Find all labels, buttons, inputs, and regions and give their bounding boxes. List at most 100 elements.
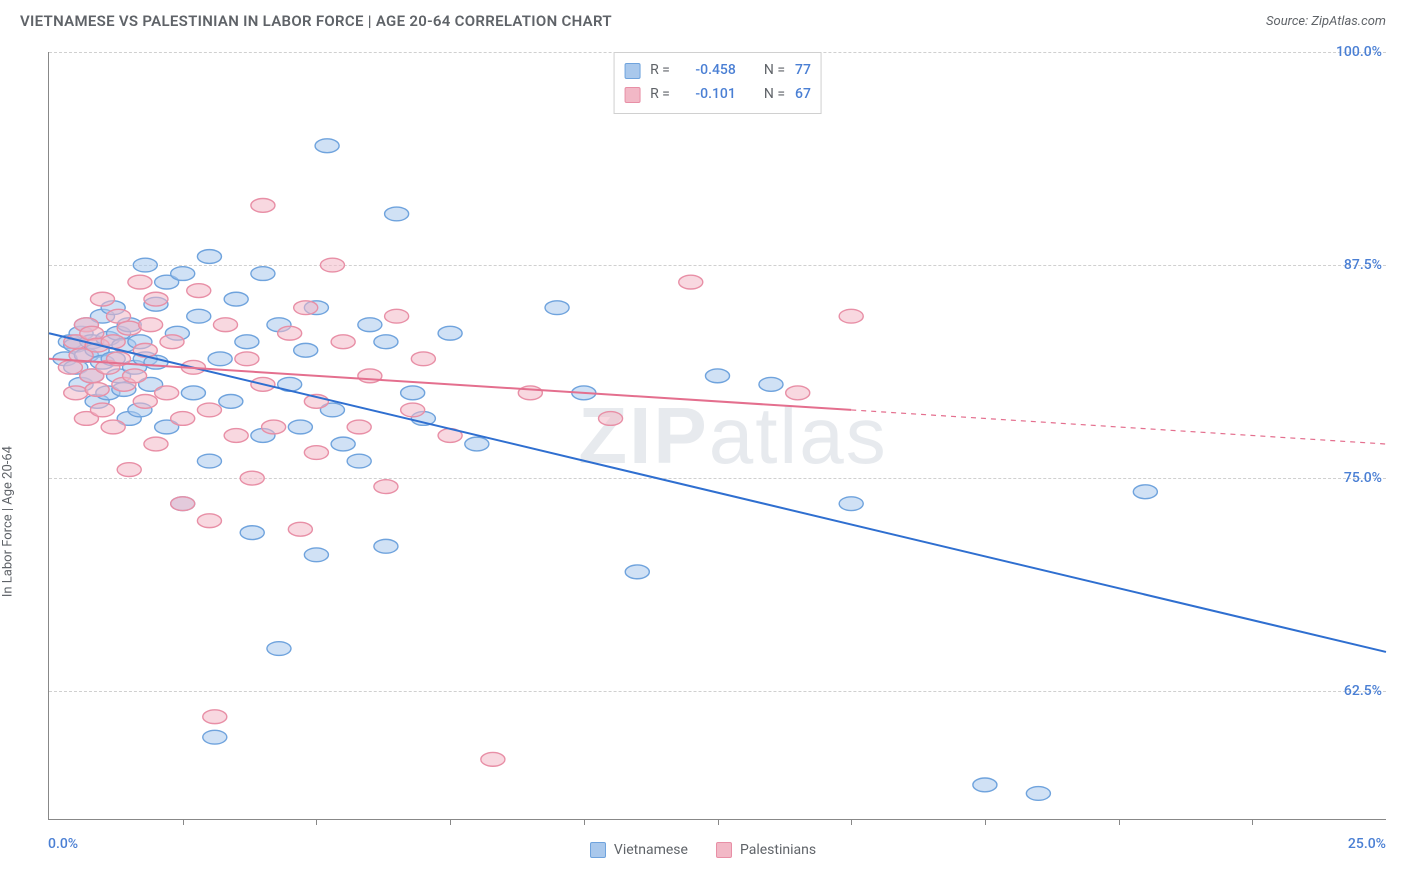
data-point — [839, 497, 863, 511]
data-point — [117, 463, 141, 477]
data-point — [625, 565, 649, 579]
data-point — [374, 539, 398, 553]
data-point — [288, 420, 312, 434]
data-point — [679, 275, 703, 289]
legend-swatch — [624, 87, 640, 103]
data-point — [171, 497, 195, 511]
data-point — [267, 642, 291, 656]
y-tick-label: 75.0% — [1344, 470, 1382, 486]
legend-swatch — [590, 842, 606, 858]
data-point — [117, 321, 141, 335]
data-point — [64, 386, 88, 400]
data-point — [203, 710, 227, 724]
legend-swatch — [624, 63, 640, 79]
y-tick-label: 87.5% — [1344, 257, 1382, 273]
x-tick — [183, 819, 184, 825]
data-point — [347, 420, 371, 434]
legend-label: Vietnamese — [614, 842, 688, 858]
data-point — [133, 395, 157, 409]
data-point — [786, 386, 810, 400]
source-label: Source: ZipAtlas.com — [1266, 14, 1386, 29]
data-point — [411, 352, 435, 366]
stat-n-value: 67 — [795, 83, 811, 107]
data-point — [251, 267, 275, 281]
data-point — [101, 420, 125, 434]
x-tick — [316, 819, 317, 825]
data-point — [288, 522, 312, 536]
stat-n-label: N = — [764, 83, 785, 107]
data-point — [213, 318, 237, 332]
data-point — [759, 377, 783, 391]
data-point — [240, 471, 264, 485]
x-tick — [450, 819, 451, 825]
data-point — [197, 403, 221, 417]
stat-r-label: R = — [650, 59, 670, 83]
data-point — [545, 301, 569, 315]
chart-title: VIETNAMESE VS PALESTINIAN IN LABOR FORCE… — [20, 12, 612, 30]
stat-r-label: R = — [650, 83, 670, 107]
data-point — [385, 309, 409, 323]
data-point — [278, 326, 302, 340]
data-point — [304, 446, 328, 460]
data-point — [438, 326, 462, 340]
x-tick — [851, 819, 852, 825]
data-point — [294, 301, 318, 315]
data-point — [235, 352, 259, 366]
data-point — [90, 292, 114, 306]
data-point — [839, 309, 863, 323]
data-point — [304, 548, 328, 562]
data-point — [331, 437, 355, 451]
x-tick — [1119, 819, 1120, 825]
data-point — [85, 383, 109, 397]
x-tick — [1252, 819, 1253, 825]
y-tick-label: 62.5% — [1344, 683, 1382, 699]
data-point — [219, 395, 243, 409]
data-point — [973, 778, 997, 792]
data-point — [128, 275, 152, 289]
data-point — [240, 526, 264, 540]
data-point — [705, 369, 729, 383]
data-point — [208, 352, 232, 366]
data-point — [133, 258, 157, 272]
data-point — [1026, 787, 1050, 801]
data-point — [171, 267, 195, 281]
data-point — [144, 292, 168, 306]
x-tick — [718, 819, 719, 825]
trend-line-extrapolated — [851, 410, 1386, 444]
data-point — [358, 318, 382, 332]
legend-item: Palestinians — [716, 842, 816, 858]
stat-r-value: -0.101 — [680, 83, 736, 107]
data-point — [599, 412, 623, 426]
stats-row: R =-0.458N =77 — [624, 59, 811, 83]
legend-swatch — [716, 842, 732, 858]
data-point — [465, 437, 489, 451]
y-tick-label: 100.0% — [1336, 44, 1382, 60]
data-point — [1133, 485, 1157, 499]
trend-line — [49, 359, 851, 410]
stat-n-value: 77 — [795, 59, 811, 83]
data-point — [315, 139, 339, 153]
data-point — [294, 343, 318, 357]
chart-area: ZIPatlas R =-0.458N =77R =-0.101N =67 62… — [48, 52, 1386, 820]
data-point — [197, 514, 221, 528]
data-point — [187, 309, 211, 323]
legend-item: Vietnamese — [590, 842, 688, 858]
data-point — [320, 258, 344, 272]
data-point — [347, 454, 371, 468]
data-point — [374, 335, 398, 349]
data-point — [224, 429, 248, 443]
data-point — [374, 480, 398, 494]
data-point — [197, 250, 221, 264]
data-point — [401, 403, 425, 417]
data-point — [171, 412, 195, 426]
data-point — [187, 284, 211, 298]
data-point — [481, 752, 505, 766]
data-point — [224, 292, 248, 306]
data-point — [203, 730, 227, 744]
data-point — [90, 403, 114, 417]
data-point — [197, 454, 221, 468]
data-point — [160, 335, 184, 349]
data-point — [385, 207, 409, 221]
data-point — [155, 386, 179, 400]
data-point — [331, 335, 355, 349]
